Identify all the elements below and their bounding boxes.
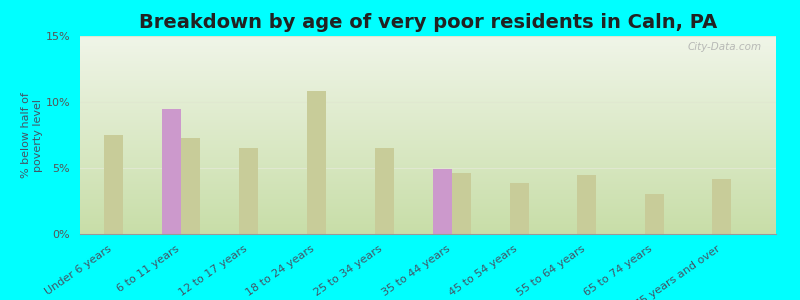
Text: City-Data.com: City-Data.com	[688, 42, 762, 52]
Title: Breakdown by age of very poor residents in Caln, PA: Breakdown by age of very poor residents …	[139, 13, 717, 32]
Bar	[433, 169, 452, 234]
Bar	[307, 92, 326, 234]
Bar	[578, 175, 596, 234]
Bar	[239, 148, 258, 234]
Bar	[510, 182, 529, 234]
Bar	[452, 173, 470, 234]
Bar	[162, 109, 182, 234]
Y-axis label: % below half of
poverty level: % below half of poverty level	[22, 92, 43, 178]
Bar	[104, 135, 123, 234]
Bar	[713, 178, 731, 234]
Bar	[645, 194, 664, 234]
Bar	[374, 148, 394, 234]
Bar	[182, 138, 200, 234]
